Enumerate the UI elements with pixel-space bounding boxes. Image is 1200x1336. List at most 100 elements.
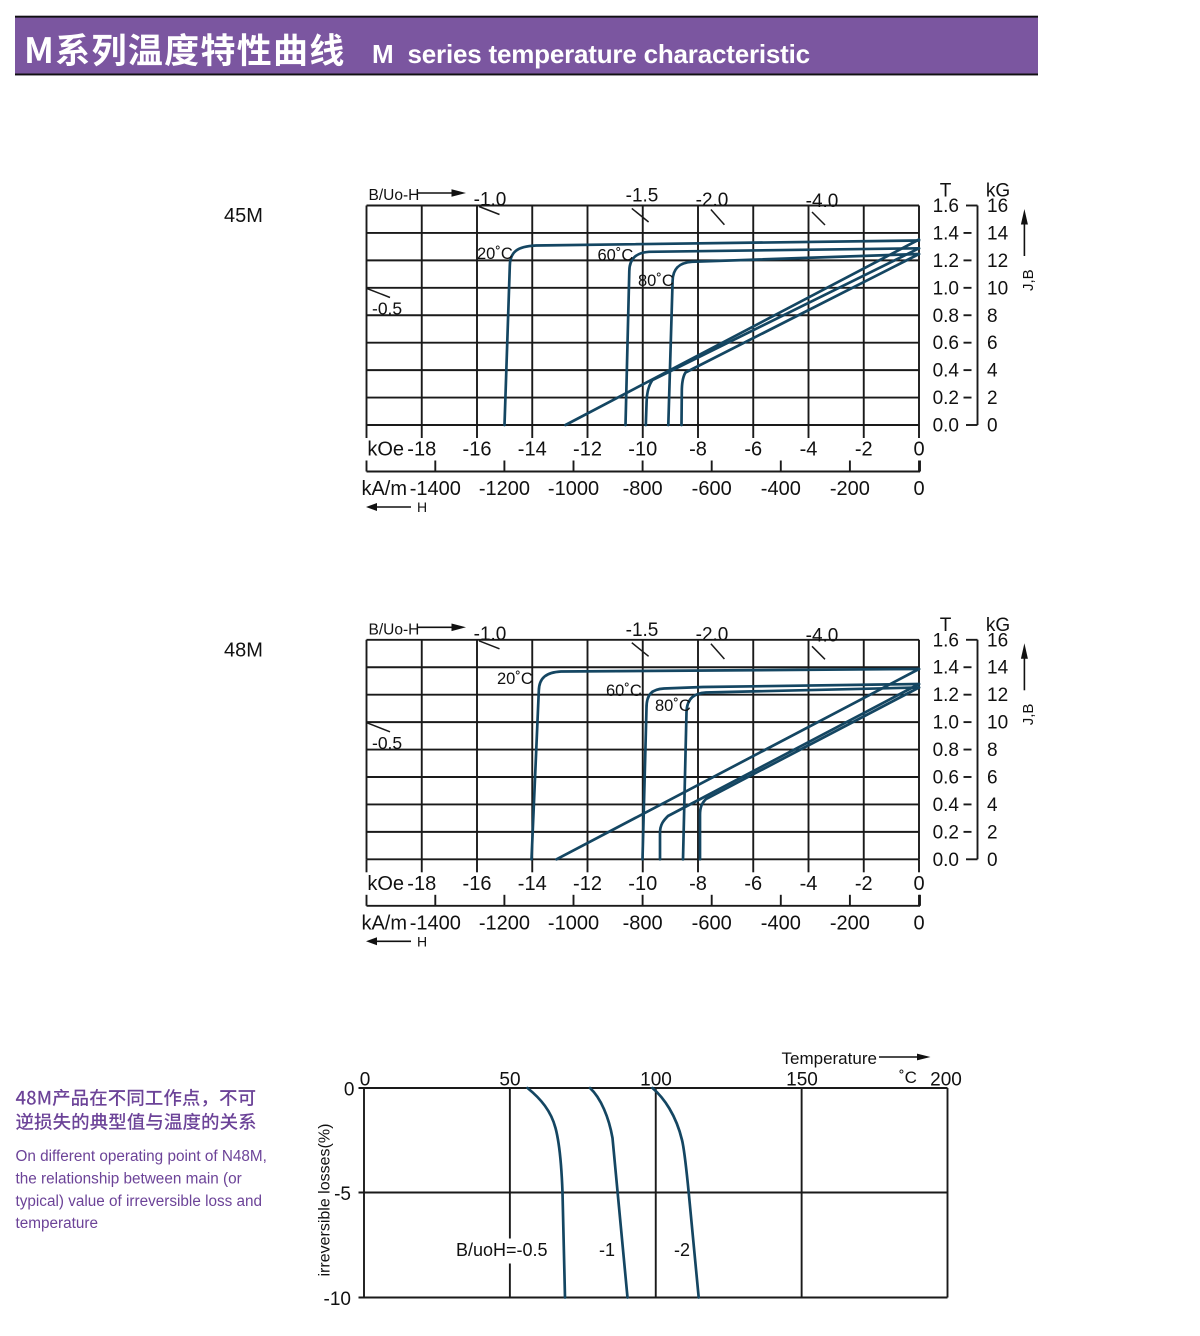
svg-text:H: H [417,499,427,515]
svg-text:-600: -600 [692,912,732,934]
svg-text:-400: -400 [761,912,801,934]
svg-text:-1200: -1200 [479,912,530,934]
svg-text:-16: -16 [463,439,492,461]
svg-text:4: 4 [987,795,998,816]
svg-text:-2.0: -2.0 [696,624,729,645]
svg-text:-1.5: -1.5 [626,620,659,641]
svg-text:2: 2 [987,388,998,409]
svg-text:B/Uo-H: B/Uo-H [369,621,420,638]
svg-text:10: 10 [987,713,1008,734]
svg-text:-800: -800 [623,478,663,500]
svg-text:10: 10 [987,278,1008,299]
svg-text:the relationship between main: the relationship between main (or [16,1170,242,1187]
svg-text:-2: -2 [674,1240,690,1260]
svg-text:-10: -10 [324,1289,351,1310]
svg-text:8: 8 [987,306,998,327]
svg-text:irreversible losses(%): irreversible losses(%) [317,1124,334,1277]
svg-text:-1400: -1400 [410,478,461,500]
svg-text:-1000: -1000 [548,478,599,500]
svg-text:H: H [417,933,427,949]
svg-text:0: 0 [913,912,924,934]
svg-text:B/Uo-H: B/Uo-H [369,187,420,204]
svg-text:-1000: -1000 [548,912,599,934]
svg-text:˚C: ˚C [899,1068,917,1087]
svg-text:1.6: 1.6 [933,196,959,217]
svg-text:14: 14 [987,223,1009,244]
svg-text:-18: -18 [407,873,436,895]
svg-text:8: 8 [987,740,998,761]
svg-text:-12: -12 [573,873,602,895]
svg-text:2: 2 [987,822,998,843]
svg-text:0.2: 0.2 [933,388,959,409]
svg-text:kOe: kOe [367,873,404,895]
svg-text:0.6: 0.6 [933,767,959,788]
svg-text:0: 0 [360,1070,371,1091]
svg-text:0.0: 0.0 [933,416,959,437]
svg-text:4: 4 [987,361,998,382]
svg-text:20˚C: 20˚C [497,670,533,688]
svg-text:B/uoH=-0.5: B/uoH=-0.5 [456,1240,548,1260]
svg-text:-1.0: -1.0 [474,190,507,211]
svg-text:200: 200 [930,1070,962,1091]
svg-text:-2: -2 [855,439,873,461]
svg-text:-4.0: -4.0 [806,625,839,646]
svg-text:-4: -4 [800,439,818,461]
svg-text:16: 16 [987,630,1008,651]
svg-text:-16: -16 [463,873,492,895]
svg-text:12: 12 [987,251,1008,272]
svg-text:kA/m: kA/m [361,912,407,934]
svg-text:0: 0 [344,1080,355,1101]
svg-text:J,B: J,B [1020,704,1037,726]
svg-text:temperature: temperature [16,1215,98,1232]
svg-text:-1200: -1200 [479,478,530,500]
svg-text:20˚C: 20˚C [477,245,513,263]
svg-text:1.4: 1.4 [933,223,960,244]
svg-text:kOe: kOe [367,439,404,461]
svg-text:-1400: -1400 [410,912,461,934]
svg-text:0: 0 [987,850,998,871]
svg-text:-14: -14 [518,439,547,461]
svg-text:60˚C: 60˚C [598,247,634,265]
svg-text:150: 150 [786,1070,818,1091]
svg-text:T: T [940,181,952,202]
svg-text:1.2: 1.2 [933,685,959,706]
svg-text:0.2: 0.2 [933,822,959,843]
svg-text:-6: -6 [744,873,762,895]
svg-text:0: 0 [913,873,924,895]
svg-text:-200: -200 [830,912,870,934]
svg-text:-12: -12 [573,439,602,461]
svg-text:1.0: 1.0 [933,713,959,734]
svg-text:100: 100 [640,1070,672,1091]
svg-text:6: 6 [987,767,998,788]
svg-text:kA/m: kA/m [361,478,407,500]
svg-text:-800: -800 [623,912,663,934]
svg-text:0.4: 0.4 [933,795,960,816]
svg-text:50: 50 [499,1070,520,1091]
svg-text:14: 14 [987,658,1009,679]
svg-text:Temperature: Temperature [782,1049,877,1068]
svg-text:-0.5: -0.5 [372,299,402,319]
svg-text:-8: -8 [689,439,707,461]
svg-text:-14: -14 [518,873,547,895]
svg-text:M series temperature characte: M series temperature characteristic [372,39,810,69]
svg-text:1.2: 1.2 [933,251,959,272]
svg-text:16: 16 [987,196,1008,217]
svg-text:1.4: 1.4 [933,658,960,679]
svg-text:80˚C: 80˚C [655,697,691,715]
svg-text:6: 6 [987,333,998,354]
svg-text:60˚C: 60˚C [606,682,642,700]
svg-text:0: 0 [987,416,998,437]
svg-text:typical) value of irreversible: typical) value of irreversible loss and [16,1193,263,1210]
svg-text:-4.0: -4.0 [806,191,839,212]
svg-text:0.8: 0.8 [933,306,959,327]
svg-text:0.4: 0.4 [933,361,960,382]
svg-text:0.0: 0.0 [933,850,959,871]
svg-text:-10: -10 [628,873,657,895]
svg-text:-1.5: -1.5 [626,186,659,207]
svg-text:12: 12 [987,685,1008,706]
svg-text:kG: kG [986,615,1010,636]
svg-text:-2: -2 [855,873,873,895]
svg-text:-1: -1 [599,1240,615,1260]
svg-text:1.6: 1.6 [933,630,959,651]
svg-text:J,B: J,B [1020,269,1037,291]
